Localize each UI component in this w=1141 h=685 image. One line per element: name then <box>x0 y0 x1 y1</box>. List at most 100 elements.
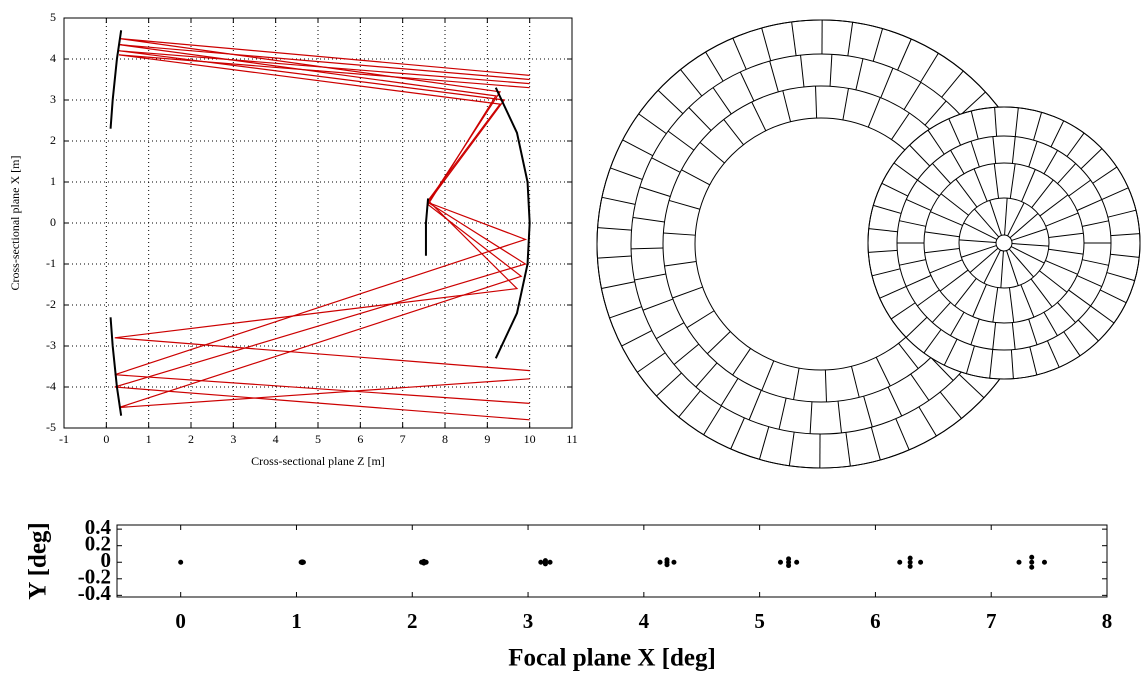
mirror-segment-edge <box>1011 322 1016 350</box>
mirror-segment-edge <box>863 395 873 428</box>
mirror-segment-edge <box>739 71 755 102</box>
y-tick-label: 5 <box>50 10 56 24</box>
mirror-segment-edge <box>1110 253 1140 258</box>
mirror-segment-edge <box>1000 250 1004 288</box>
x-tick-label: 1 <box>146 432 152 446</box>
mirror-segment-edge <box>657 89 684 114</box>
x-tick-label: 7 <box>400 432 406 446</box>
mirror-segment-edge <box>1099 289 1127 304</box>
x-tick-label: -1 <box>59 432 69 446</box>
mirror-segment-edge <box>621 330 653 347</box>
spot-point <box>907 555 913 561</box>
mirror-segment-edge <box>815 86 818 119</box>
mirror-segment-edge <box>881 182 909 197</box>
mirror-segment-edge <box>906 198 932 211</box>
spot-point <box>918 559 924 565</box>
mirror-segment-edge <box>954 278 977 307</box>
mirror-segment-edge <box>994 107 998 137</box>
mirror-segment-edge <box>1066 132 1085 157</box>
mirror-segment-edge <box>899 259 926 266</box>
mirror-segment-edge <box>959 239 997 243</box>
y-tick-label: -4 <box>46 379 56 393</box>
mirror-segment-edge <box>751 101 767 131</box>
mirror-segment-edge <box>1110 233 1140 237</box>
mirror-segment-edge <box>1020 284 1035 318</box>
mirror-segment-edge <box>829 54 833 87</box>
y-axis-label: Cross-sectional plane X [m] <box>8 156 22 291</box>
spot-point <box>664 557 670 563</box>
mirror-segment-edge <box>842 88 849 121</box>
mirror-segment-edge <box>965 345 975 374</box>
spot-point <box>664 562 670 568</box>
mirror-segment-edge <box>875 357 891 387</box>
mirror-segment-edge <box>778 397 787 430</box>
mirror-segment-edge <box>970 141 980 168</box>
mirror-segment-edge <box>903 82 922 110</box>
x-tick-label: 11 <box>566 432 578 446</box>
mirror-segment-edge <box>970 110 979 140</box>
spot-point <box>1029 564 1035 570</box>
y-tick-label: 0 <box>101 548 112 572</box>
mirror-segment-edge <box>973 168 988 202</box>
mirror-segment-edge <box>939 391 962 419</box>
mirror-segment-edge <box>887 386 903 417</box>
x-tick-label: 5 <box>754 609 765 633</box>
mirror-segment-edge <box>730 417 745 450</box>
x-tick-label: 9 <box>484 432 490 446</box>
y-tick-label: 4 <box>50 51 56 65</box>
mirror-segment-edge <box>809 401 813 434</box>
spot-point <box>542 561 548 567</box>
mirror-segment-edge <box>1048 248 1084 255</box>
mirror-segment-edge <box>667 130 695 151</box>
x-tick-label: 2 <box>407 609 418 633</box>
mirror-segment-edge <box>695 362 718 388</box>
x-tick-label: 3 <box>523 609 534 633</box>
y-tick-label: -3 <box>46 338 56 352</box>
spot-point <box>897 559 903 565</box>
mirror-segment-edge <box>791 21 797 56</box>
mirror-segment-edge <box>1106 272 1135 282</box>
mirror-segment-edge <box>992 136 997 164</box>
mirror-segment-edge <box>1009 213 1039 239</box>
mirror-segment-edge <box>631 247 664 250</box>
x-tick-label: 5 <box>315 432 321 446</box>
mirror-segment-edge <box>850 366 860 398</box>
mirror-segment-edge <box>923 329 942 354</box>
mirror-segment-edge <box>1046 340 1060 368</box>
mirror-segment-edge <box>872 28 884 62</box>
spot-point <box>299 560 305 566</box>
spot-point <box>794 559 800 565</box>
mirror-segment-edge <box>597 227 632 231</box>
plot-frame <box>116 524 1108 598</box>
mirror-ring <box>995 234 1013 252</box>
mirror-segment-edge <box>940 193 969 216</box>
mirror-segment-edge <box>958 374 985 399</box>
y-tick-label: -0.4 <box>78 581 112 605</box>
mirror-segment-edge <box>893 162 918 181</box>
mirror-segment-edge <box>895 418 910 451</box>
mirror-segment-edge <box>732 348 751 376</box>
mirror-segment-edge <box>824 369 827 402</box>
mirror-segment-edge <box>870 427 881 461</box>
mirror-segment-edge <box>1029 346 1038 376</box>
mirror-segment-edge <box>1076 275 1102 288</box>
mirror-segment-edge <box>688 107 712 131</box>
mirror-segment-edge <box>989 349 994 379</box>
mirror-segment-edge <box>610 167 643 180</box>
mirror-segment-edge <box>837 401 842 433</box>
spot-point <box>777 559 783 565</box>
mirror-segment-edge <box>1007 202 1025 237</box>
mirror-segment-edge <box>705 51 724 82</box>
mirror-segment-edge <box>1011 243 1049 247</box>
mirror-segment-edge <box>905 316 928 338</box>
mirror-segment-edge <box>906 275 932 287</box>
mirror-segment-edge <box>800 55 805 87</box>
mirror-segment-edge <box>712 87 732 115</box>
x-tick-label: 6 <box>357 432 363 446</box>
x-tick-label: 10 <box>524 432 536 446</box>
mirror-segment-edge <box>932 163 951 184</box>
mirror-segment-edge <box>1080 148 1103 170</box>
x-tick-label: 6 <box>870 609 881 633</box>
mirror-segment-edge <box>1004 198 1008 236</box>
mirror-segment-edge <box>867 97 881 128</box>
